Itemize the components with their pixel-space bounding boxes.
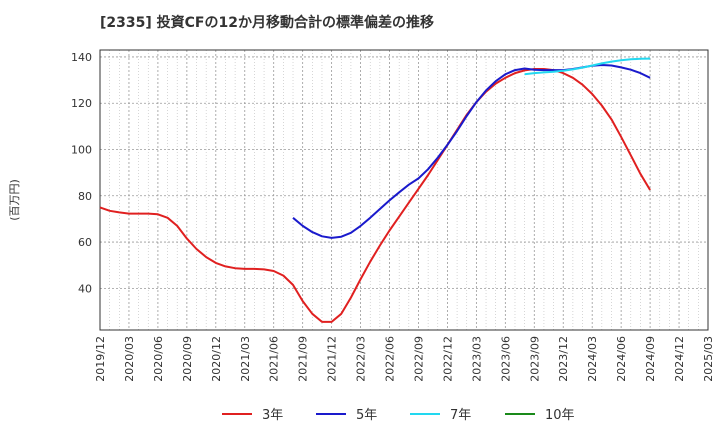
y-axis-label: (百万円) [8,179,21,221]
legend-item: 3年 [222,408,283,423]
x-tick-label: 2023/06 [499,336,512,382]
legend-label: 10年 [545,408,575,423]
x-axis-ticks: 2019/12 2020/03 2020/06 2020/09 2020/12 2021/… [94,336,715,382]
x-tick-label: 2022/09 [412,336,425,382]
legend-label: 3年 [262,408,283,423]
legend-label: 7年 [450,408,471,423]
series-layer [99,57,651,323]
x-tick-label: 2023/03 [470,336,483,382]
x-tick-label: 2024/09 [644,336,657,382]
x-tick-label: 2020/06 [152,336,165,382]
x-tick-label: 2023/12 [557,336,570,382]
series-line-3年 [99,68,651,323]
x-tick-label: 2022/03 [355,336,368,382]
x-tick-label: 2020/12 [210,336,223,382]
x-tick-label: 2022/06 [384,336,397,382]
series-line-7年 [524,57,651,76]
x-tick-label: 2023/09 [528,336,541,382]
y-tick-label: 100 [71,144,92,157]
y-tick-label: 40 [78,282,92,295]
x-tick-label: 2020/09 [181,336,194,382]
y-tick-label: 140 [71,51,92,64]
legend-item: 7年 [410,408,471,423]
y-tick-label: 80 [78,190,92,203]
x-tick-label: 2021/03 [239,336,252,382]
legend-item: 10年 [505,408,575,423]
x-tick-label: 2025/03 [702,336,715,382]
y-tick-label: 120 [71,97,92,110]
legend-label: 5年 [356,408,377,423]
y-tick-label: 60 [78,236,92,249]
x-tick-label: 2021/06 [268,336,281,382]
x-tick-label: 2021/12 [326,336,339,382]
x-tick-label: 2024/03 [586,336,599,382]
grid-layer [99,50,709,330]
x-tick-label: 2022/12 [441,336,454,382]
x-tick-label: 2019/12 [94,336,107,382]
x-tick-label: 2021/09 [297,336,310,382]
series-line-5年 [292,64,651,239]
legend: 3年 5年 7年 10年 [222,408,575,423]
x-tick-label: 2024/06 [615,336,628,382]
plot-frame [99,49,709,331]
x-tick-label: 2024/12 [673,336,686,382]
chart-title: [2335] 投資CFの12か月移動合計の標準偏差の推移 [100,15,434,31]
legend-item: 5年 [316,408,377,423]
x-tick-label: 2020/03 [123,336,136,382]
y-axis-ticks: 40 60 80 100 120 140 [71,51,92,295]
